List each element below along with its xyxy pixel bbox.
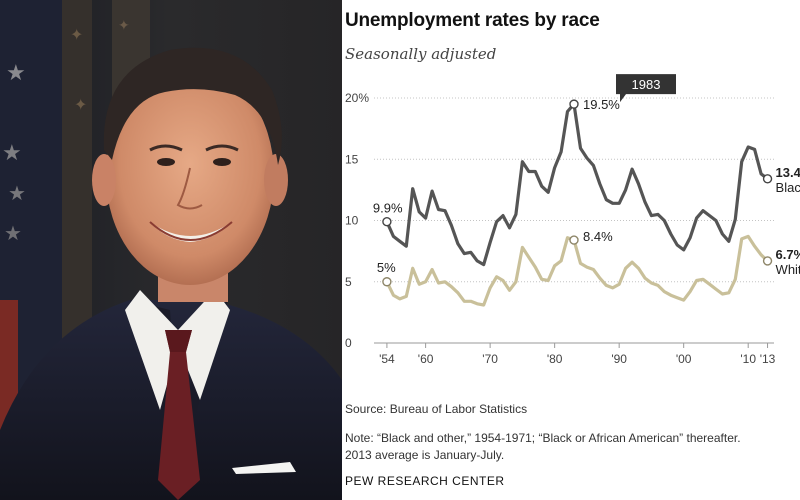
point-marker <box>762 256 773 266</box>
point-marker <box>382 277 392 287</box>
x-tick-label: '90 <box>611 352 627 366</box>
tie <box>158 330 200 500</box>
x-tick-label: '80 <box>547 352 563 366</box>
annotation-peak-white: 8.4% <box>583 229 613 244</box>
shirt-collar <box>125 290 230 410</box>
x-tick-label: '60 <box>418 352 434 366</box>
x-axis-ticks: '54 '60 '70 '80 '90 '00 '10 '13 <box>379 343 776 366</box>
legend-label-black: Black <box>776 180 800 195</box>
x-tick-label: '13 <box>760 352 776 366</box>
y-tick-label: 10 <box>345 214 359 228</box>
annotation-end-white: 6.7% <box>776 247 800 262</box>
y-tick-label: 20% <box>345 91 369 105</box>
svg-text:★: ★ <box>6 61 26 86</box>
footnote: Note: “Black and other,” 1954-1971; “Bla… <box>345 430 741 464</box>
svg-text:✦: ✦ <box>118 18 130 34</box>
annotation-start-black: 9.9% <box>373 201 403 216</box>
footnote-line-2: 2013 average is January-July. <box>345 448 505 462</box>
face <box>92 65 288 302</box>
annotation-peak-black: 19.5% <box>583 97 620 112</box>
hair <box>103 47 282 165</box>
line-chart: 0 5 10 15 20% '54 '60 '70 '80 '90 '00 '10 '13 9.9% 5… <box>345 74 800 366</box>
svg-text:★: ★ <box>4 221 22 245</box>
chart-subtitle: Seasonally adjusted <box>345 45 497 63</box>
footnote-line-1: Note: “Black and other,” 1954-1971; “Bla… <box>345 431 741 445</box>
point-markers <box>382 99 773 287</box>
y-tick-label: 0 <box>345 336 352 350</box>
portrait-photo: ★ ★ ★ ★ ✦ ✦ ✦ <box>0 0 342 500</box>
source-note: Source: Bureau of Labor Statistics <box>345 402 528 416</box>
annotation-end-black: 13.4% <box>776 165 800 180</box>
x-tick-label: '54 <box>379 352 395 366</box>
y-tick-label: 15 <box>345 152 359 166</box>
x-tick-label: '00 <box>676 352 692 366</box>
y-axis-ticks: 0 5 10 15 20% <box>345 91 369 350</box>
point-marker <box>569 99 579 109</box>
svg-text:★: ★ <box>8 181 26 205</box>
brand-name: PEW RESEARCH CENTER <box>345 474 505 488</box>
annotations: 9.9% 5% 19.5% 1983 8.4% 13.4%Black 6.7%White <box>373 74 800 277</box>
white-series-line <box>385 234 770 307</box>
callout-label: 1983 <box>632 77 661 92</box>
point-marker <box>382 217 392 227</box>
point-marker <box>762 174 773 184</box>
series-lines <box>385 102 770 307</box>
y-tick-label: 5 <box>345 275 352 289</box>
chart-panel: Unemployment rates by race Seasonally ad… <box>342 0 800 500</box>
svg-text:✦: ✦ <box>74 95 87 114</box>
callout-box <box>616 74 676 103</box>
svg-text:★: ★ <box>2 141 22 166</box>
x-tick-label: '10 <box>740 352 756 366</box>
chart-title: Unemployment rates by race <box>345 10 600 31</box>
x-tick-label: '70 <box>482 352 498 366</box>
pocket-square <box>232 462 296 474</box>
black-series-line <box>385 102 770 267</box>
annotation-start-white: 5% <box>377 260 396 275</box>
svg-text:✦: ✦ <box>70 25 83 44</box>
legend-label-white: White <box>776 262 800 277</box>
point-marker <box>569 235 579 245</box>
